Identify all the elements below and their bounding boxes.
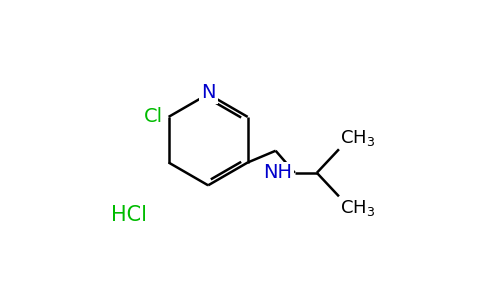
Text: NH: NH (263, 163, 292, 182)
Text: CH$_3$: CH$_3$ (340, 128, 376, 148)
Text: Cl: Cl (144, 107, 163, 126)
Text: HCl: HCl (111, 205, 147, 225)
Text: CH$_3$: CH$_3$ (340, 198, 376, 218)
Text: N: N (201, 83, 215, 102)
